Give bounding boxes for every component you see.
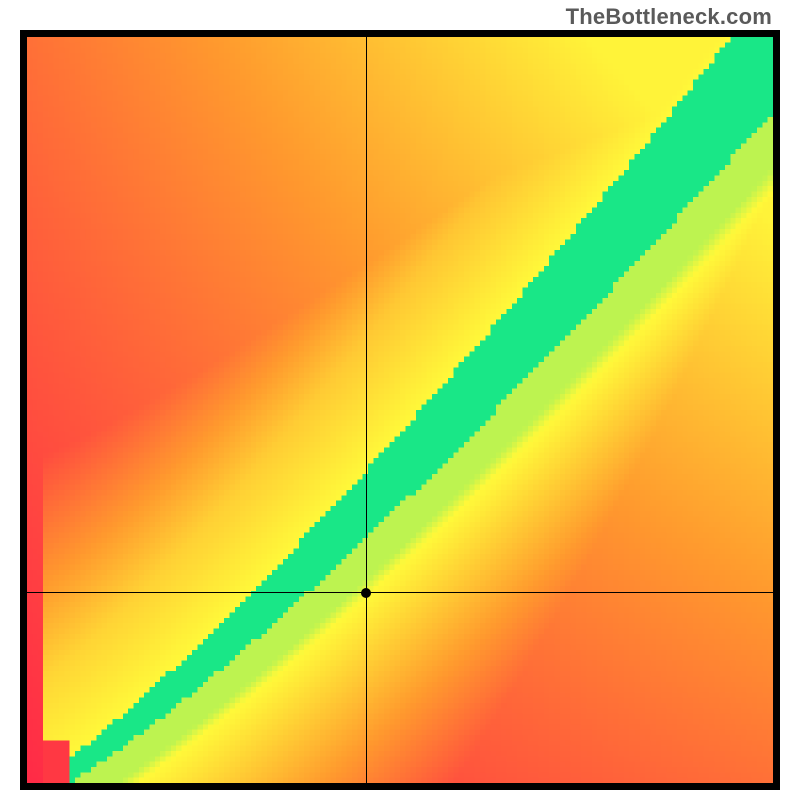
bottleneck-heatmap	[27, 37, 773, 783]
crosshair-vertical	[366, 37, 367, 783]
selection-point	[361, 588, 371, 598]
watermark-text: TheBottleneck.com	[566, 4, 772, 30]
crosshair-horizontal	[27, 592, 773, 593]
